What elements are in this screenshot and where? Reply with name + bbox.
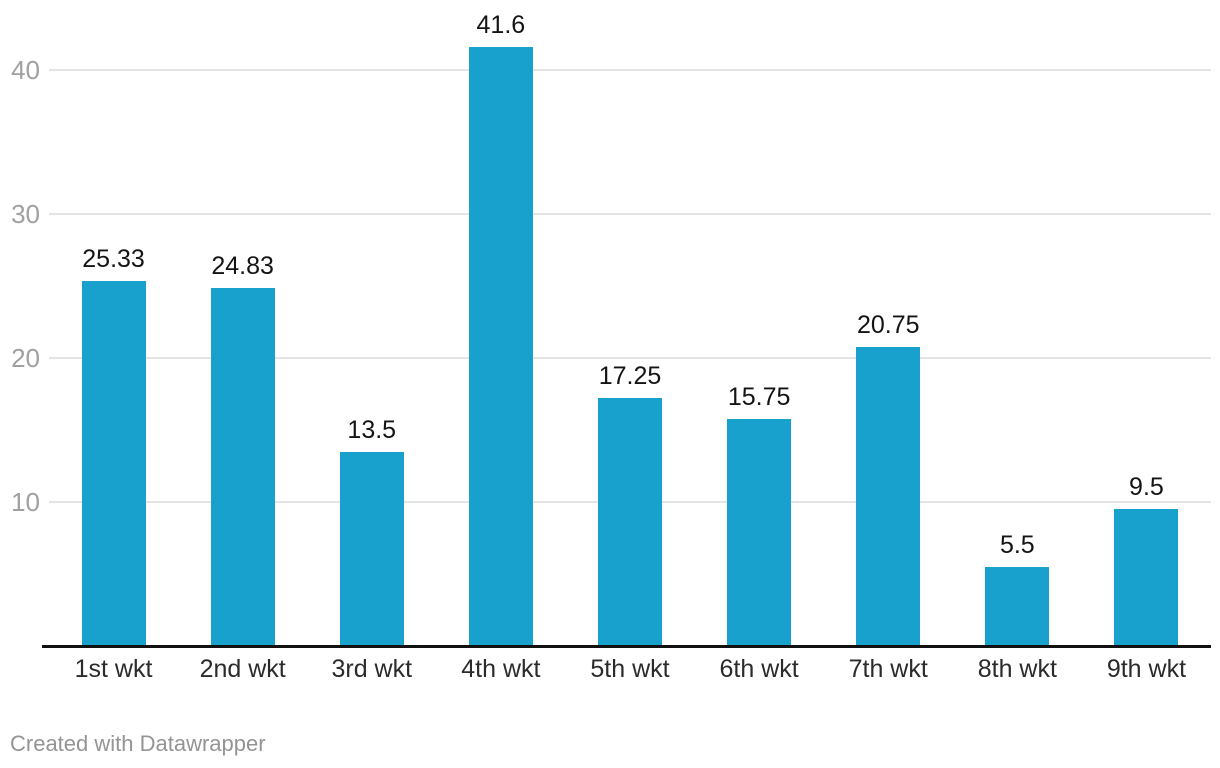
bar-value-label: 13.5 [347,415,397,444]
x-axis-line [42,645,1211,648]
bar-value-label: 9.5 [1129,473,1164,502]
bar-7th-wkt[interactable] [856,347,921,646]
x-axis-category-label: 1st wkt [74,655,153,683]
bar-value-label: 24.83 [211,252,274,281]
bar-3rd-wkt[interactable] [339,451,404,646]
x-axis-category-label: 2nd wkt [199,655,286,683]
gridline [49,357,1211,359]
y-axis-tick-label: 10 [11,487,40,517]
x-axis-category-label: 9th wkt [1106,655,1187,683]
x-axis-category-label: 3rd wkt [331,655,413,683]
bar-value-label: 41.6 [476,10,526,39]
datawrapper-credit-link[interactable]: Created with Datawrapper [10,731,266,756]
x-axis-category-label: 7th wkt [848,655,928,683]
x-axis-category-label: 8th wkt [977,655,1057,683]
x-axis-category-label: 6th wkt [719,655,799,683]
bar-6th-wkt[interactable] [727,419,792,646]
bar-value-label: 25.33 [82,245,145,274]
bar-1st-wkt[interactable] [81,281,146,646]
bar-5th-wkt[interactable] [598,397,662,646]
x-axis-category-label: 4th wkt [461,655,541,683]
y-axis-tick-label: 30 [11,199,40,229]
bar-value-label: 17.25 [598,361,662,390]
gridline [49,69,1211,71]
bar-9th-wkt[interactable] [1114,509,1179,646]
bar-value-label: 20.75 [856,311,920,340]
y-axis-tick-label: 40 [11,55,40,85]
bar-value-label: 15.75 [727,383,791,412]
y-axis-tick-label: 20 [11,343,40,373]
bar-2nd-wkt[interactable] [210,288,275,646]
gridline [49,213,1211,215]
bar-value-label: 5.5 [999,530,1035,559]
bar-8th-wkt[interactable] [985,566,1050,646]
x-axis-category-label: 5th wkt [590,655,670,683]
bar-4th-wkt[interactable] [468,46,533,646]
